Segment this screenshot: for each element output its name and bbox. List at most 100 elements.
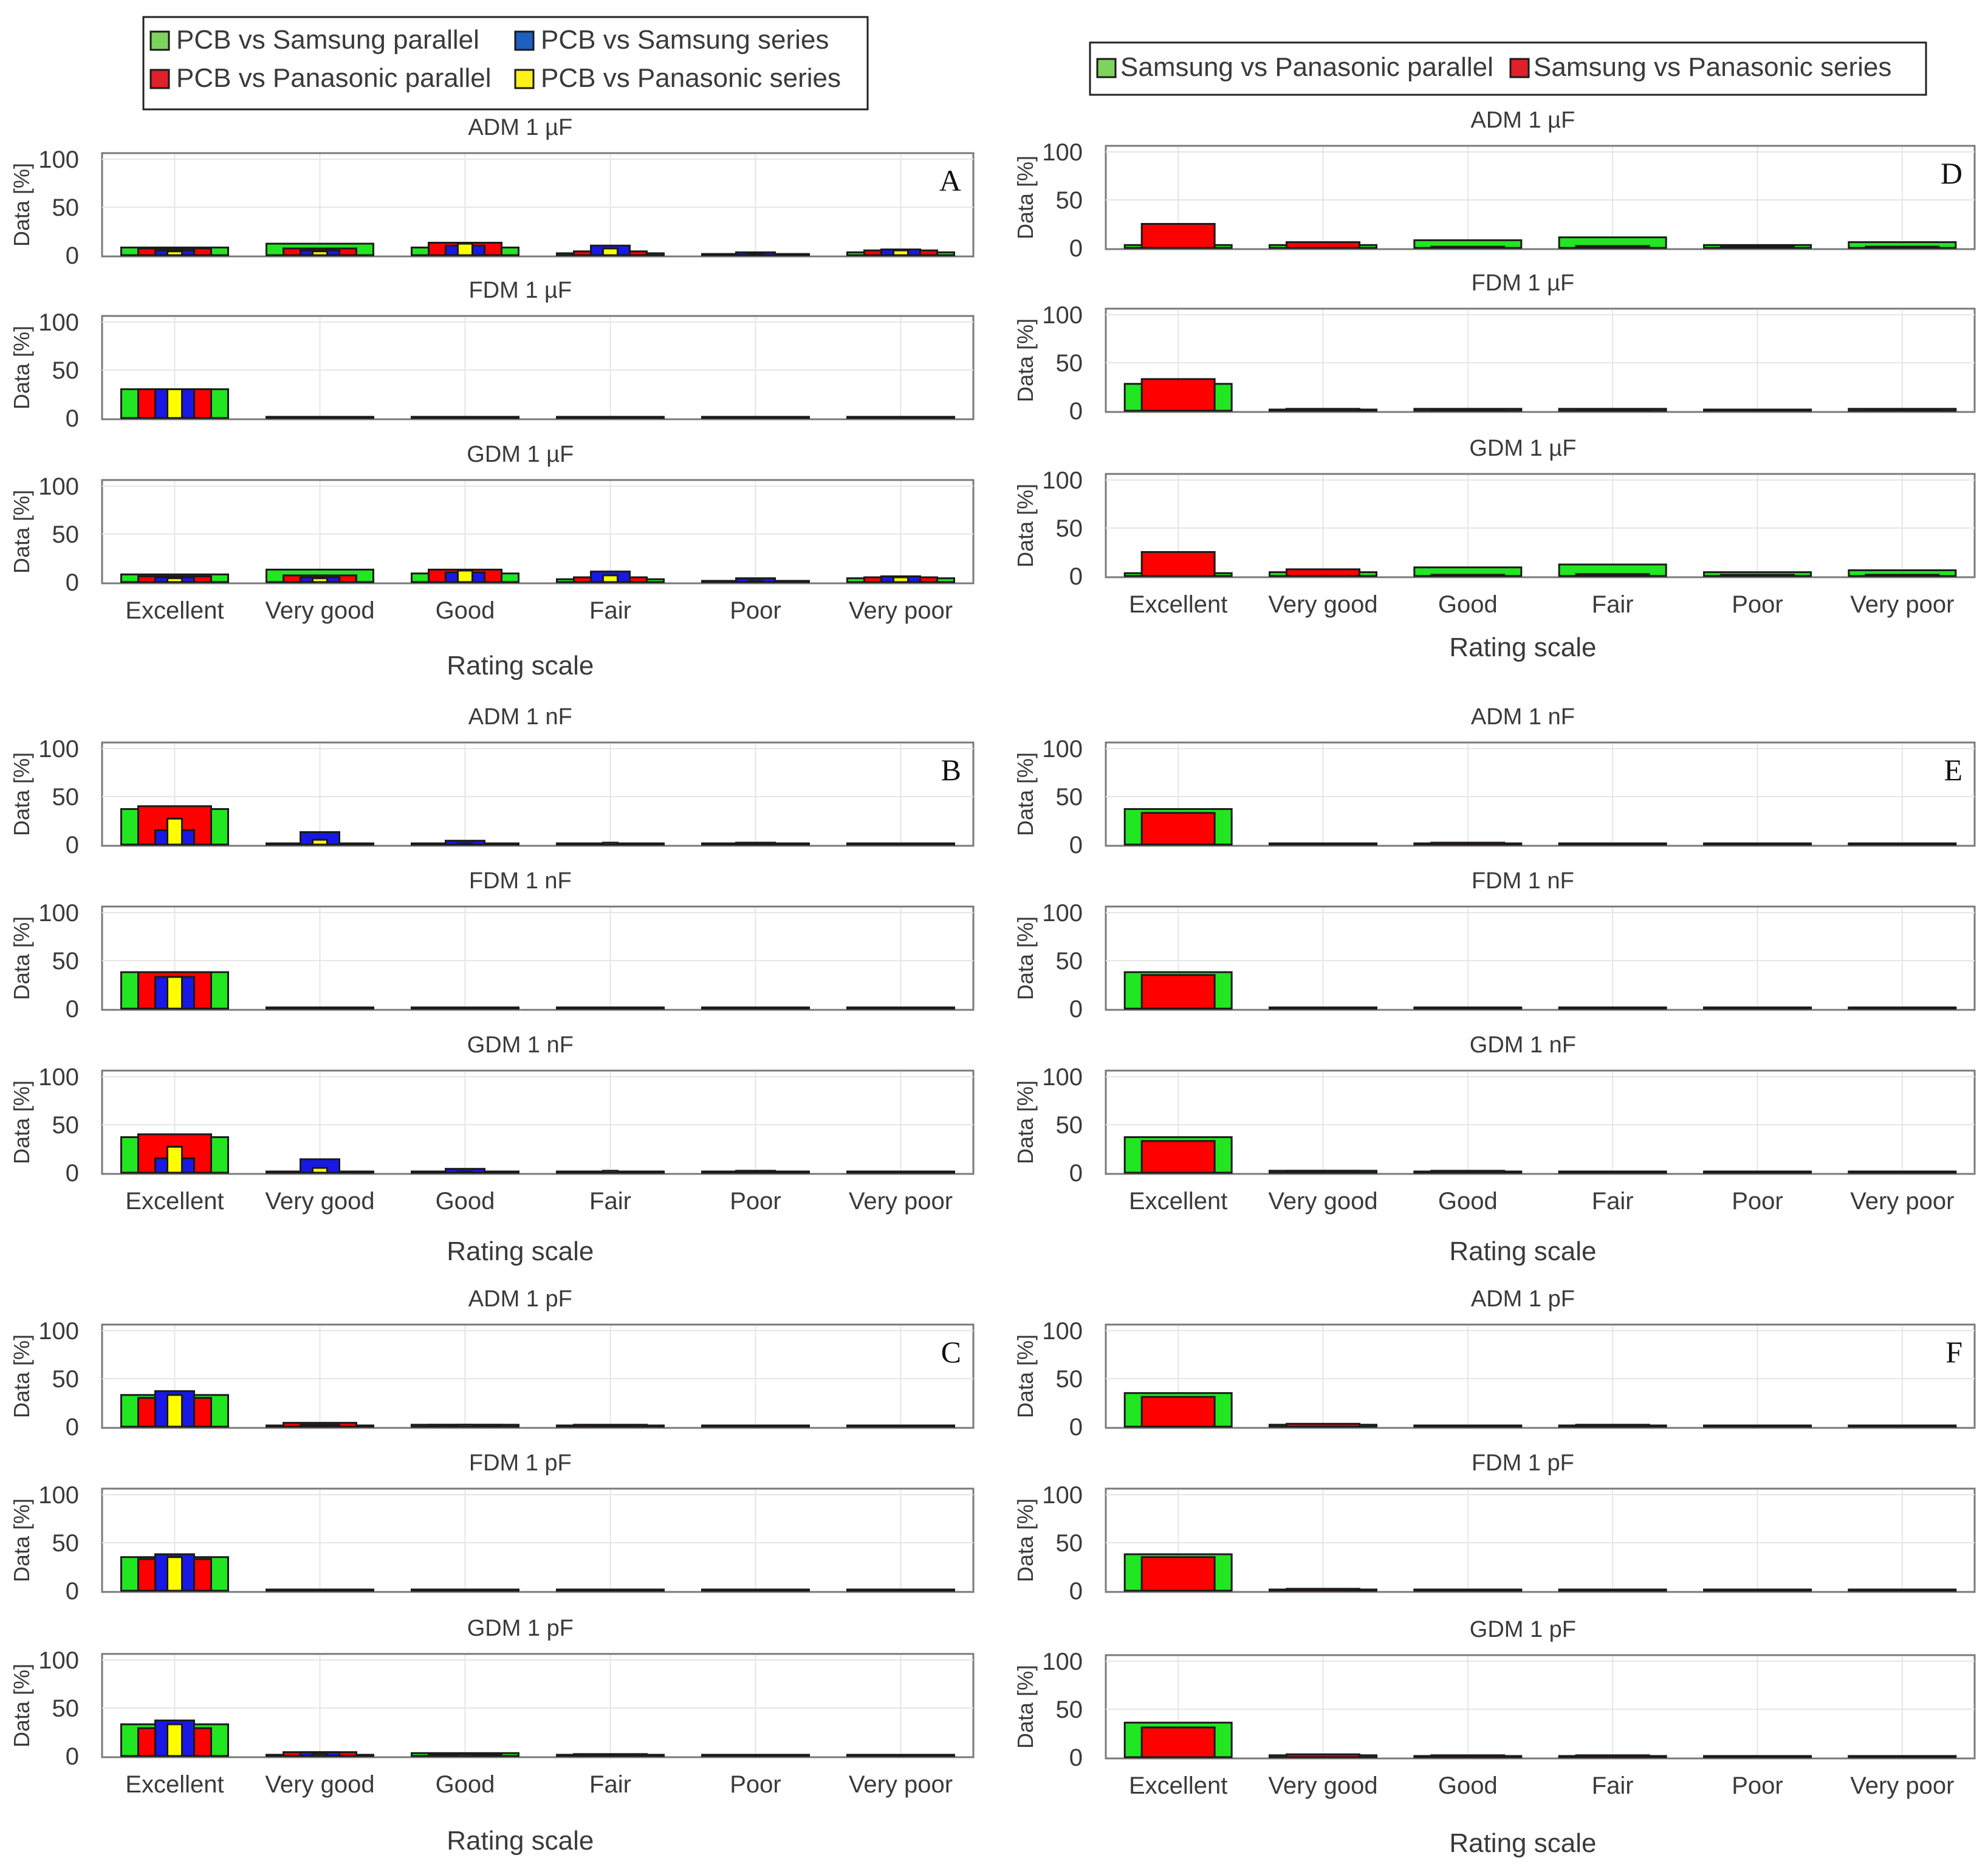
- y-tick-label: 50: [52, 521, 80, 548]
- subplot-title: ADM 1 nF: [1471, 704, 1575, 730]
- y-tick-label: 50: [1056, 948, 1083, 975]
- x-tick-label: Poor: [730, 1771, 781, 1798]
- bar: [747, 1424, 764, 1428]
- bar: [457, 569, 473, 583]
- bar: [1575, 245, 1650, 249]
- panel-letter: F: [1945, 1335, 1962, 1369]
- y-tick-label: 50: [1056, 1112, 1083, 1139]
- bar: [1286, 568, 1360, 577]
- bar: [893, 249, 909, 256]
- x-tick-label: Excellent: [1129, 1772, 1227, 1799]
- bar: [1720, 574, 1795, 577]
- x-tick-label: Very poor: [1850, 591, 1954, 618]
- bar: [166, 1145, 183, 1174]
- subplot-title: GDM 1 µF: [1469, 436, 1576, 461]
- y-tick-label: 100: [1042, 1064, 1083, 1091]
- bar: [602, 574, 619, 583]
- bar: [602, 247, 619, 256]
- bar: [1865, 1424, 1940, 1428]
- y-tick-label: 0: [1069, 563, 1083, 590]
- bar: [166, 1394, 183, 1428]
- bar: [1286, 241, 1360, 249]
- subplot-title: GDM 1 pF: [1470, 1617, 1576, 1642]
- x-tick-label: Fair: [1592, 1188, 1634, 1215]
- bar: [602, 1754, 619, 1757]
- x-tick-label: Very poor: [849, 1188, 953, 1215]
- bar: [1865, 408, 1940, 412]
- bar: [1430, 1424, 1506, 1428]
- bar: [747, 842, 764, 846]
- y-tick-label: 100: [1042, 736, 1083, 763]
- x-tick-label: Very good: [265, 1771, 374, 1798]
- subplot-title: GDM 1 nF: [467, 1032, 574, 1058]
- subplot-title: FDM 1 pF: [1472, 1450, 1574, 1476]
- subplot-title: ADM 1 pF: [1471, 1286, 1575, 1312]
- bar: [457, 1588, 473, 1592]
- y-tick-label: 100: [1042, 900, 1083, 927]
- legend-entry: Samsung vs Panasonic series: [1534, 52, 1891, 82]
- subplot-title: FDM 1 µF: [1472, 270, 1575, 296]
- x-axis-label: Rating scale: [1449, 1236, 1596, 1266]
- bar: [166, 976, 183, 1010]
- y-tick-label: 50: [52, 1112, 80, 1139]
- subplot-title: GDM 1 pF: [467, 1616, 574, 1641]
- bar: [1140, 551, 1216, 577]
- bar: [1140, 812, 1216, 846]
- y-tick-label: 0: [66, 1160, 79, 1187]
- bar: [1865, 1006, 1940, 1010]
- bar: [1286, 1588, 1360, 1592]
- bar: [166, 1723, 183, 1757]
- y-tick-label: 100: [38, 1482, 79, 1509]
- y-tick-label: 50: [52, 948, 80, 975]
- y-tick-label: 0: [1069, 996, 1083, 1023]
- bar: [166, 1556, 183, 1592]
- y-tick-label: 50: [52, 1530, 80, 1557]
- y-tick-label: 0: [66, 1414, 79, 1441]
- bar: [1430, 842, 1506, 846]
- y-tick-label: 50: [52, 357, 80, 384]
- bar: [1140, 1140, 1216, 1174]
- y-tick-label: 0: [1069, 832, 1083, 859]
- x-tick-label: Fair: [1592, 1772, 1634, 1799]
- y-axis-label: Data [%]: [9, 752, 34, 836]
- y-axis-label: Data [%]: [9, 1664, 34, 1747]
- subplot-title: GDM 1 nF: [1470, 1032, 1576, 1058]
- plot-frame: [1105, 145, 1976, 250]
- y-tick-label: 100: [1042, 467, 1083, 494]
- bar: [1575, 1754, 1650, 1758]
- panel-letter: E: [1944, 753, 1962, 787]
- x-tick-label: Fair: [589, 597, 631, 624]
- bar: [602, 1170, 619, 1174]
- bar: [1720, 1006, 1795, 1010]
- bar: [1286, 1753, 1360, 1758]
- x-tick-label: Poor: [730, 1188, 781, 1215]
- legend-entry: PCB vs Panasonic parallel: [176, 63, 491, 93]
- bar: [1575, 1170, 1650, 1174]
- x-tick-label: Very poor: [849, 1771, 953, 1798]
- panel-letter: D: [1941, 156, 1962, 190]
- bar: [1575, 1424, 1650, 1428]
- panel-letter: A: [939, 163, 961, 197]
- bar: [602, 416, 619, 419]
- legend-entry: PCB vs Samsung series: [541, 25, 829, 55]
- bar: [312, 1006, 328, 1010]
- y-axis-label: Data [%]: [9, 1498, 34, 1582]
- legend-swatch: [514, 69, 535, 89]
- bar: [1430, 245, 1506, 249]
- y-tick-label: 0: [1069, 1414, 1083, 1441]
- bar: [166, 250, 183, 256]
- y-tick-label: 50: [1056, 1366, 1083, 1393]
- subplot-title: FDM 1 nF: [1472, 868, 1574, 894]
- legend-swatch: [1509, 58, 1530, 78]
- bar: [166, 577, 183, 583]
- y-axis-label: Data [%]: [1013, 1665, 1038, 1749]
- bar: [457, 416, 473, 419]
- x-tick-label: Very poor: [1850, 1772, 1954, 1799]
